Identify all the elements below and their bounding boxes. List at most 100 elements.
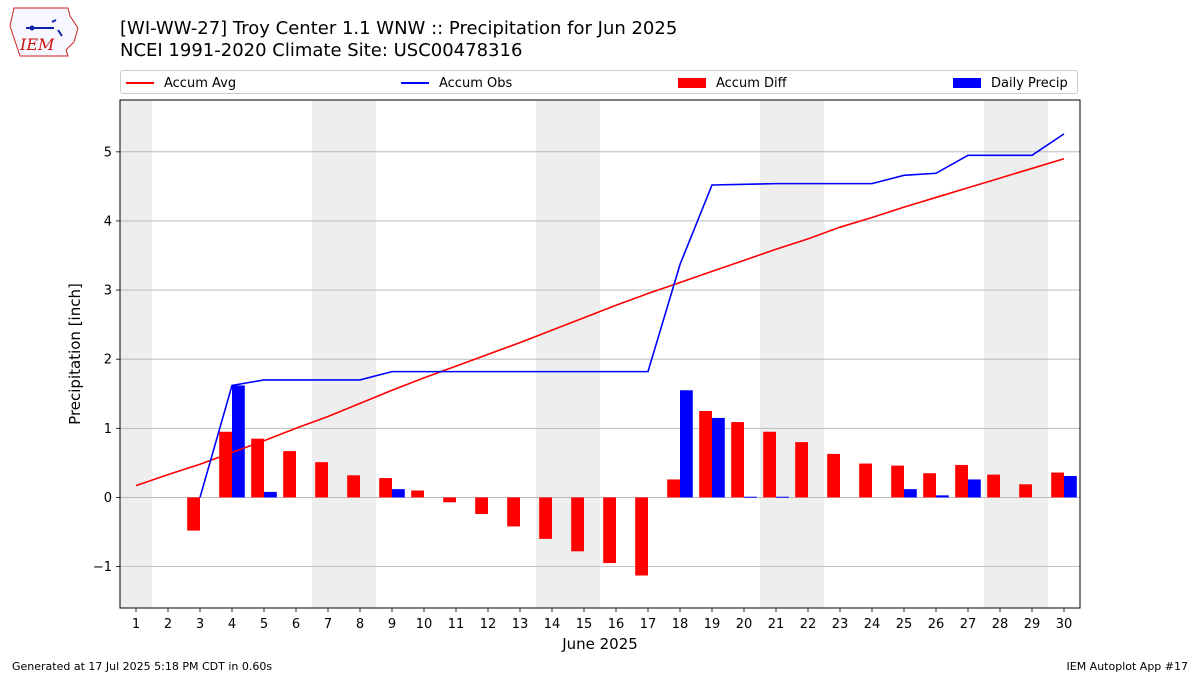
- bar-accum-diff: [379, 478, 392, 498]
- bar-daily-precip: [1064, 475, 1077, 498]
- chart-subtitle: NCEI 1991-2020 Climate Site: USC00478316: [120, 40, 523, 61]
- y-tick-label: 1: [104, 422, 112, 437]
- plot-frame: [119, 99, 1081, 609]
- bar-accum-diff: [955, 464, 968, 498]
- bar-daily-precip: [904, 489, 917, 498]
- x-tick-label: 20: [736, 617, 753, 632]
- x-tick-label: 8: [356, 617, 364, 632]
- x-tick-label: 4: [228, 617, 236, 632]
- x-tick-label: 6: [292, 617, 300, 632]
- y-tick-label: 0: [104, 491, 112, 506]
- x-tick-label: 10: [416, 617, 433, 632]
- bar-accum-diff: [443, 497, 456, 503]
- bar-accum-diff: [859, 463, 872, 498]
- bar-accum-diff: [219, 431, 232, 498]
- x-tick-label: 17: [640, 617, 657, 632]
- footer-generated: Generated at 17 Jul 2025 5:18 PM CDT in …: [12, 660, 273, 673]
- y-tick-label: 5: [104, 145, 112, 160]
- x-tick-label: 9: [388, 617, 396, 632]
- x-tick-label: 5: [260, 617, 268, 632]
- x-tick-label: 22: [800, 617, 817, 632]
- y-tick-label: 3: [104, 284, 112, 299]
- x-tick-label: 3: [196, 617, 204, 632]
- legend-swatch: [126, 82, 154, 84]
- bar-accum-diff: [891, 465, 904, 498]
- x-tick-label: 7: [324, 617, 332, 632]
- bar-accum-diff: [635, 497, 648, 576]
- legend-swatch: [953, 78, 981, 88]
- bar-accum-diff: [699, 411, 712, 498]
- line-accum-avg: [135, 157, 1065, 487]
- bar-daily-precip: [392, 489, 405, 498]
- bar-accum-diff: [795, 442, 808, 498]
- x-tick-label: 19: [704, 617, 721, 632]
- bar-accum-diff: [1051, 472, 1064, 498]
- legend-label: Accum Diff: [716, 75, 787, 91]
- x-tick-label: 1: [132, 617, 140, 632]
- bar-accum-diff: [731, 422, 744, 498]
- bar-daily-precip: [712, 417, 725, 498]
- bar-daily-precip: [776, 496, 789, 498]
- weekend-shade: [792, 100, 824, 608]
- bar-daily-precip: [968, 479, 981, 498]
- x-tick-label: 28: [992, 617, 1009, 632]
- x-tick-label: 12: [480, 617, 497, 632]
- x-tick-label: 14: [544, 617, 561, 632]
- x-tick-label: 16: [608, 617, 625, 632]
- bar-daily-precip: [936, 495, 949, 498]
- iem-logo: IEM: [9, 7, 79, 57]
- footer-app: IEM Autoplot App #17: [1066, 660, 1189, 673]
- bar-accum-diff: [475, 497, 488, 515]
- bar-daily-precip: [680, 390, 693, 498]
- x-tick-label: 2: [164, 617, 172, 632]
- x-tick-label: 30: [1056, 617, 1073, 632]
- legend-label: Daily Precip: [991, 75, 1068, 91]
- bar-accum-diff: [987, 474, 1000, 498]
- bar-accum-diff: [923, 473, 936, 498]
- x-tick-label: 29: [1024, 617, 1041, 632]
- weekend-shade: [344, 100, 376, 608]
- x-tick-label: 24: [864, 617, 881, 632]
- bar-accum-diff: [283, 451, 296, 498]
- bar-daily-precip: [264, 491, 277, 498]
- bar-accum-diff: [827, 453, 840, 498]
- x-tick-label: 27: [960, 617, 977, 632]
- bar-accum-diff: [315, 462, 328, 498]
- bar-accum-diff: [539, 497, 552, 539]
- chart-title: [WI-WW-27] Troy Center 1.1 WNW :: Precip…: [120, 18, 678, 39]
- x-tick-label: 13: [512, 617, 529, 632]
- weekend-shade: [984, 100, 1016, 608]
- bar-daily-precip: [232, 385, 245, 498]
- weekend-shade: [760, 100, 792, 608]
- bar-accum-diff: [507, 497, 520, 527]
- bar-accum-diff: [763, 431, 776, 498]
- legend-item-accum-diff: Accum Diff: [678, 74, 787, 92]
- y-tick-label: 2: [104, 353, 112, 368]
- weekend-shade: [312, 100, 344, 608]
- x-tick-label: 11: [448, 617, 465, 632]
- x-tick-label: 23: [832, 617, 849, 632]
- y-tick-label: 4: [104, 214, 112, 229]
- legend-swatch: [401, 82, 429, 84]
- weekend-shade: [1016, 100, 1048, 608]
- legend-label: Accum Avg: [164, 75, 237, 91]
- weekend-shade: [120, 100, 152, 608]
- legend-label: Accum Obs: [439, 75, 513, 91]
- y-axis-label: Precipitation [inch]: [66, 283, 84, 425]
- bar-accum-diff: [347, 475, 360, 498]
- bar-accum-diff: [603, 497, 616, 564]
- y-tick-label: −1: [93, 560, 112, 575]
- chart-legend: Accum Avg Accum Obs Accum Diff Daily Pre…: [120, 70, 1078, 94]
- bar-accum-diff: [411, 490, 424, 498]
- x-axis-label: June 2025: [561, 635, 638, 653]
- bar-accum-diff: [251, 438, 264, 498]
- line-accum-obs: [199, 133, 1065, 498]
- bar-accum-diff: [1019, 484, 1032, 498]
- x-tick-label: 25: [896, 617, 913, 632]
- legend-item-accum-avg: Accum Avg: [126, 74, 236, 92]
- svg-text:IEM: IEM: [19, 35, 55, 54]
- legend-item-daily-precip: Daily Precip: [953, 74, 1068, 92]
- x-tick-label: 18: [672, 617, 689, 632]
- bar-accum-diff: [571, 497, 584, 552]
